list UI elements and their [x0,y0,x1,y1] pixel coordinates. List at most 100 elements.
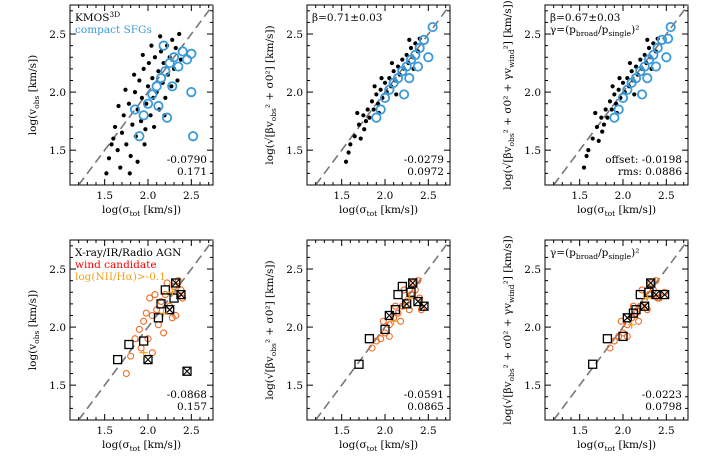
data-point [627,60,633,66]
data-point [182,366,192,376]
data-point [398,89,410,100]
data-point [153,313,164,323]
data-point [640,301,650,311]
data-point [622,84,633,95]
data-point [640,301,650,311]
data-point [129,104,141,115]
data-point [390,305,401,315]
data-point [104,171,109,176]
x-axis-label: log(σtot [km/s]) [339,204,418,218]
x-tick-label: 2.5 [183,190,200,202]
stat-value: 0.171 [177,166,207,178]
data-point [419,301,429,311]
data-point [358,136,363,141]
data-point [617,76,622,81]
data-point [374,92,379,97]
y-tick-label: 1.5 [286,380,303,392]
data-point [111,136,116,141]
data-point [356,122,362,127]
stat-value: 0.0972 [407,166,444,178]
data-point [109,142,114,147]
x-tick-label: 2.0 [615,190,632,202]
data-point [408,278,418,288]
x-axis-label: log(σtot [km/s]) [577,204,656,218]
data-point [635,289,645,300]
data-point [148,113,153,118]
data-point [609,112,620,123]
data-point [586,148,591,153]
data-point [630,73,642,84]
stat-value: -0.0279 [404,154,444,166]
data-point [371,107,376,112]
data-point [362,127,367,132]
plot-frame [544,239,689,421]
data-point [408,278,418,288]
one-to-one-line [315,239,451,421]
data-point [124,142,129,147]
data-point [602,334,613,344]
data-point [149,43,154,48]
data-point [167,81,178,92]
data-point [187,131,199,142]
annotation: γ=(pbroad/psingle)² [550,247,639,261]
data-point [172,311,180,320]
data-point [379,76,384,81]
data-point [418,34,430,45]
data-point [156,69,161,74]
data-point [400,57,405,62]
data-point [165,305,175,315]
y-axis-label: log(√[βvobs² + σ0²] [km/s]) [264,25,278,164]
data-point [158,40,169,51]
data-point [158,34,163,39]
y-tick-label: 1.5 [49,145,66,157]
data-point [152,55,158,60]
data-point [165,305,175,315]
data-point [391,69,396,74]
x-tick-label: 2.5 [420,190,437,202]
data-point [173,45,178,51]
x-tick-label: 1.5 [96,190,113,202]
data-point [122,369,130,378]
data-point [618,331,628,342]
data-point [116,103,121,109]
x-tick-label: 2.5 [420,425,437,437]
data-point [652,42,663,54]
x-tick-label: 1.5 [333,190,350,202]
data-point [613,104,624,115]
data-point [600,129,605,134]
data-point [173,61,184,72]
x-tick-label: 1.5 [571,190,588,202]
data-point [151,291,159,299]
data-point [402,299,412,309]
data-point [177,46,188,57]
data-point [119,130,125,135]
data-point [404,73,415,84]
data-point [354,359,364,369]
data-point [606,344,614,352]
legend-entry: compact SFGs [75,24,152,36]
data-point [156,299,166,309]
data-point [147,89,158,100]
data-point [651,290,661,299]
x-axis-label: log(σtot [km/s]) [339,439,418,453]
data-point [662,33,674,44]
data-point [142,142,147,147]
data-point [134,131,145,142]
y-tick-label: 2.5 [49,264,66,276]
stat-value: offset: -0.0198 [605,154,682,166]
data-point [178,57,184,62]
data-point [144,101,149,106]
annotation: γ=(pbroad/psingle)² [550,24,639,38]
y-tick-label: 1.5 [524,145,541,157]
data-point [139,336,149,346]
plot-frame [306,4,451,186]
data-point [139,95,145,101]
annotation: β=0.71±0.03 [312,12,382,24]
data-point [413,297,423,306]
data-point [128,153,133,159]
data-point [397,281,407,292]
data-point [163,95,168,101]
data-point [113,354,123,365]
